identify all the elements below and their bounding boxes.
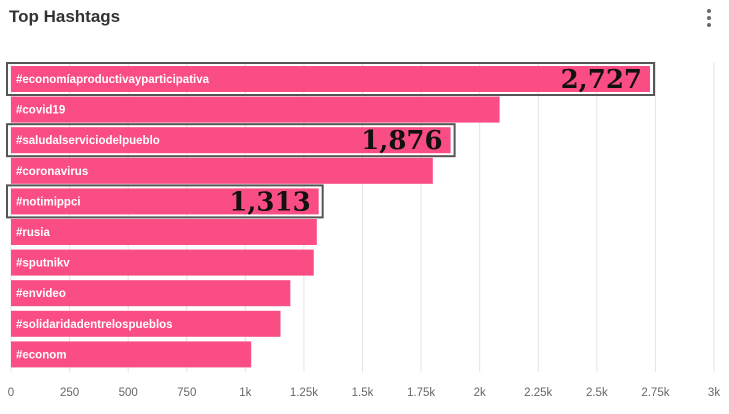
x-tick-label: 250 [60, 387, 79, 399]
x-tick-label: 1k [239, 387, 251, 399]
x-tick-label: 2.5k [586, 387, 608, 399]
x-tick-label: 3k [708, 387, 720, 399]
x-tick-label: 2.25k [524, 387, 552, 399]
bar-label: #covid19 [16, 105, 65, 117]
value-annotation: 1,876 [361, 126, 442, 156]
x-tick-label: 750 [177, 387, 196, 399]
x-tick-label: 2.75k [641, 387, 669, 399]
value-annotation: 1,313 [229, 187, 310, 217]
bar[interactable] [11, 310, 281, 337]
bar[interactable] [11, 219, 317, 245]
x-axis-ticks: 0 250 500 750 1k 1.25k 1.5k 1.75k 2k 2.25k 2.5k 2.7… [8, 387, 721, 399]
bar-label: #sputnikv [16, 258, 70, 270]
bar-label: #coronavirus [16, 166, 88, 178]
more-vertical-icon[interactable] [706, 9, 712, 29]
chart-title: Top Hashtags [9, 7, 121, 26]
bar[interactable] [11, 157, 433, 184]
bar-label: #economíaproductivayparticipativa [16, 74, 210, 86]
x-tick-label: 2k [474, 387, 486, 399]
bar-label: #rusia [16, 227, 50, 239]
bar[interactable] [11, 188, 319, 215]
bars: #economíaproductivayparticipativa 2,727 #c… [6, 62, 656, 368]
x-tick-label: 1.5k [352, 387, 374, 399]
bar-label: #envideo [16, 288, 66, 300]
bar-label: #saludalserviciodelpueblo [16, 135, 160, 147]
x-tick-label: 1.25k [290, 387, 318, 399]
x-tick-label: 1.75k [407, 387, 435, 399]
chart-header: Top Hashtags [9, 7, 721, 29]
bar[interactable] [11, 341, 252, 368]
bar[interactable] [11, 66, 651, 92]
highlight-box [6, 184, 324, 219]
bar[interactable] [11, 96, 500, 123]
highlight-box [6, 62, 656, 96]
bar-label: #notimippci [16, 196, 81, 208]
bar-label: #econom [16, 349, 67, 361]
x-tick-label: 0 [8, 387, 14, 399]
bar[interactable] [11, 127, 451, 154]
bar[interactable] [11, 280, 291, 307]
x-tick-label: 500 [119, 387, 138, 399]
value-annotation: 2,727 [561, 65, 642, 95]
bar[interactable] [11, 249, 314, 276]
bar-label: #solidaridadentrelospueblos [16, 319, 173, 331]
highlight-box [6, 123, 456, 158]
